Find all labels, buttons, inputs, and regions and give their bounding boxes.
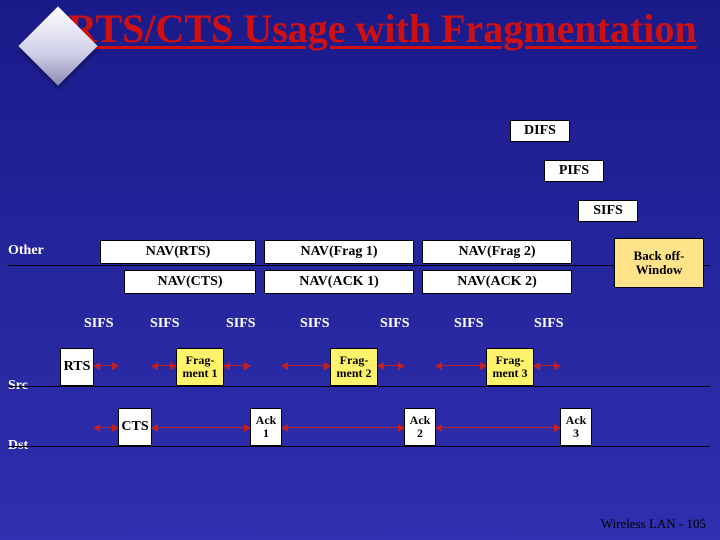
backoff-window: Back off-Window — [614, 238, 704, 288]
ack-1: Ack 1 — [250, 408, 282, 446]
gap-arrow — [152, 427, 250, 428]
other-baseline — [8, 265, 710, 266]
sifs-box: SIFS — [578, 200, 638, 222]
nav-frag1: NAV(Frag 1) — [264, 240, 414, 264]
sifs-label-3: SIFS — [226, 316, 256, 332]
slide-footer: Wireless LAN - 105 — [601, 516, 706, 532]
sifs-label-4: SIFS — [300, 316, 330, 332]
fragment-3: Frag- ment 3 — [486, 348, 534, 386]
gap-arrow — [152, 365, 176, 366]
nav-ack2: NAV(ACK 2) — [422, 270, 572, 294]
gap-arrow — [378, 365, 404, 366]
nav-rts: NAV(RTS) — [100, 240, 256, 264]
slide-title: RTS/CTS Usage with Fragmentation — [68, 8, 697, 50]
sifs-label-5: SIFS — [380, 316, 410, 332]
sifs-label-6: SIFS — [454, 316, 484, 332]
cts-frame: CTS — [118, 408, 152, 446]
timing-diagram: DIFS PIFS SIFS Other NAV(RTS) NAV(Frag 1… — [0, 120, 720, 500]
ack-2: Ack 2 — [404, 408, 436, 446]
nav-frag2: NAV(Frag 2) — [422, 240, 572, 264]
sifs-top-label: SIFS — [593, 203, 623, 219]
rts-frame: RTS — [60, 348, 94, 386]
fragment-2: Frag- ment 2 — [330, 348, 378, 386]
gap-arrow — [94, 365, 118, 366]
gap-arrow — [282, 427, 404, 428]
fragment-1: Frag- ment 1 — [176, 348, 224, 386]
nav-ack1: NAV(ACK 1) — [264, 270, 414, 294]
sifs-label-7: SIFS — [534, 316, 564, 332]
pifs-label: PIFS — [559, 163, 589, 179]
gap-arrow — [534, 365, 560, 366]
gap-arrow — [436, 365, 486, 366]
row-label-other: Other — [8, 243, 44, 259]
sifs-label-1: SIFS — [84, 316, 114, 332]
ack-3: Ack 3 — [560, 408, 592, 446]
sifs-label-2: SIFS — [150, 316, 180, 332]
difs-box: DIFS — [510, 120, 570, 142]
dst-baseline — [8, 446, 710, 447]
gap-arrow — [94, 427, 118, 428]
pifs-box: PIFS — [544, 160, 604, 182]
difs-label: DIFS — [524, 123, 556, 139]
gap-arrow — [282, 365, 330, 366]
nav-cts: NAV(CTS) — [124, 270, 256, 294]
src-baseline — [8, 386, 710, 387]
gap-arrow — [436, 427, 560, 428]
gap-arrow — [224, 365, 250, 366]
